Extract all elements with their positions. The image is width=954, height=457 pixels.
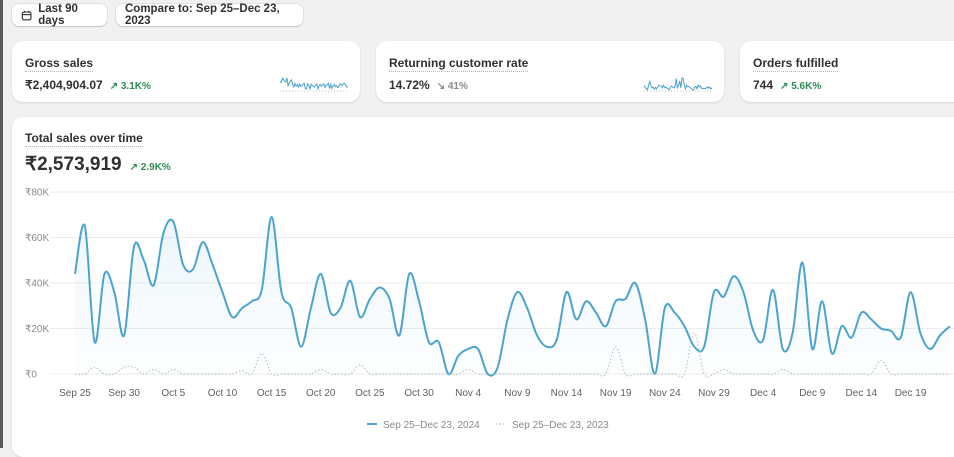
sparkline-line bbox=[644, 76, 712, 91]
sales-line-chart: ₹0 ₹20K ₹40K ₹60K ₹80K Sep 25 Sep 30 Oct 5 Oct 1… bbox=[25, 188, 954, 431]
window-edge bbox=[0, 0, 3, 448]
x-tick-label: Nov 29 bbox=[698, 388, 730, 399]
series-line-comparison bbox=[74, 332, 950, 378]
x-tick-label: Oct 15 bbox=[257, 388, 287, 399]
x-tick-label: Nov 19 bbox=[600, 388, 632, 399]
date-range-label: Last 90 days bbox=[38, 3, 78, 27]
x-tick-label: Dec 9 bbox=[799, 388, 826, 399]
total-sales-chart-card: Total sales over time ₹2,573,919 ↗ 2.9K% … bbox=[12, 117, 954, 457]
metric-value: 744 bbox=[753, 78, 774, 92]
y-tick-label: ₹60K bbox=[25, 233, 49, 244]
y-tick-label: ₹40K bbox=[25, 279, 49, 290]
metric-card-gross-sales[interactable]: Gross sales ₹2,404,904.07 ↗ 3.1K% bbox=[12, 41, 360, 102]
series-area bbox=[75, 217, 950, 376]
sparkline-line bbox=[280, 77, 348, 91]
chart-total: ₹2,573,919 bbox=[25, 154, 122, 175]
calendar-icon bbox=[21, 10, 32, 20]
metric-change: ↗ 5.6K% bbox=[780, 81, 822, 92]
legend-label[interactable]: Sep 25–Dec 23, 2024 bbox=[383, 420, 480, 431]
metric-change: ↗ 3.1K% bbox=[109, 81, 151, 92]
x-tick-label: Sep 25 bbox=[59, 388, 91, 399]
x-tick-label: Sep 30 bbox=[108, 388, 140, 399]
chart-change: ↗ 2.9K% bbox=[129, 162, 171, 173]
x-tick-label: Nov 24 bbox=[649, 388, 681, 399]
sparkline bbox=[644, 76, 712, 92]
y-tick-label: ₹80K bbox=[25, 188, 49, 199]
x-tick-label: Dec 4 bbox=[750, 388, 777, 399]
x-tick-label: Oct 10 bbox=[208, 388, 238, 399]
y-tick-label: ₹20K bbox=[25, 324, 49, 335]
metric-title: Orders fulfilled bbox=[753, 56, 839, 72]
x-tick-label: Oct 20 bbox=[306, 388, 336, 399]
chart-title: Total sales over time bbox=[25, 131, 143, 147]
x-tick-label: Nov 14 bbox=[551, 388, 583, 399]
date-range-button[interactable]: Last 90 days bbox=[12, 3, 107, 27]
metric-change: ↘ 41% bbox=[436, 81, 468, 92]
x-tick-label: Oct 25 bbox=[355, 388, 385, 399]
metric-value: ₹2,404,904.07 bbox=[25, 78, 103, 92]
series-line-current bbox=[74, 216, 951, 377]
y-tick-label: ₹0 bbox=[25, 370, 37, 381]
compare-label: Compare to: Sep 25–Dec 23, 2023 bbox=[125, 3, 280, 27]
x-tick-label: Dec 14 bbox=[846, 388, 878, 399]
metric-card-orders-fulfilled[interactable]: Orders fulfilled 744 ↗ 5.6K% bbox=[740, 41, 954, 102]
x-tick-label: Oct 30 bbox=[404, 388, 434, 399]
x-tick-label: Nov 4 bbox=[455, 388, 482, 399]
metric-title: Gross sales bbox=[25, 56, 94, 72]
x-tick-label: Oct 5 bbox=[161, 388, 185, 399]
sparkline bbox=[280, 77, 348, 92]
metric-card-returning-customer-rate[interactable]: Returning customer rate 14.72% ↘ 41% bbox=[376, 41, 724, 102]
x-tick-label: Nov 9 bbox=[504, 388, 531, 399]
metric-title: Returning customer rate bbox=[389, 56, 529, 72]
metric-value: 14.72% bbox=[389, 78, 430, 92]
legend-label[interactable]: Sep 25–Dec 23, 2023 bbox=[512, 420, 609, 431]
x-tick-label: Dec 19 bbox=[895, 388, 927, 399]
compare-button[interactable]: Compare to: Sep 25–Dec 23, 2023 bbox=[116, 3, 303, 27]
